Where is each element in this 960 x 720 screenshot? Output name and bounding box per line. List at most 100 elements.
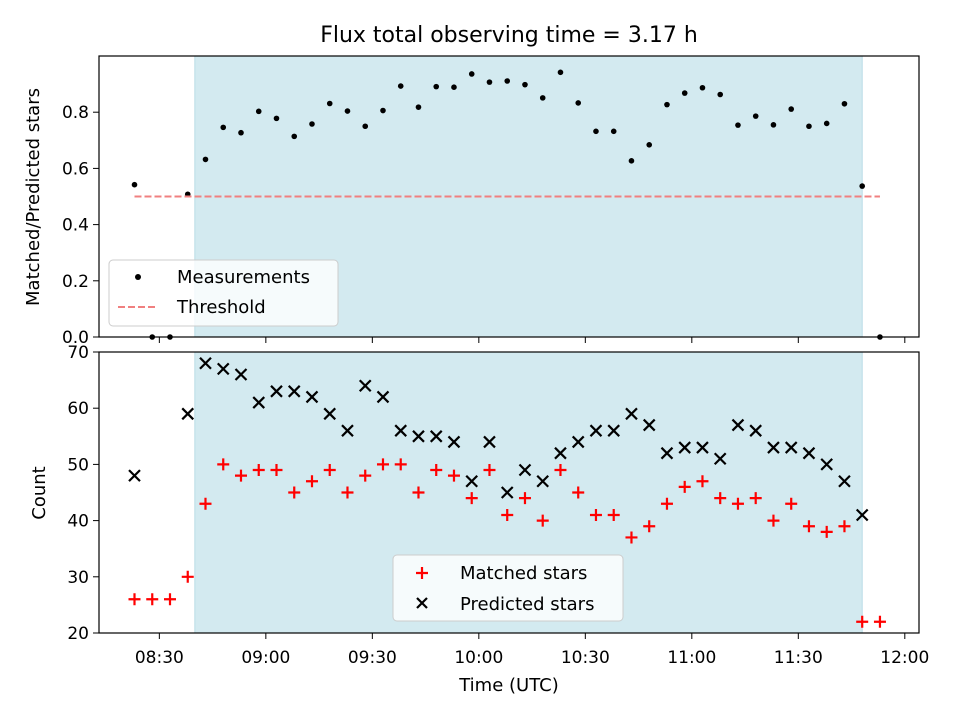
x-tick-label: 08:30 [135,648,184,668]
matched-star-point [873,615,886,628]
predicted-star-point [713,452,727,466]
predicted-star-point [855,508,869,522]
y-tick-label: 0.4 [62,216,89,236]
predicted-star-point [199,356,212,370]
measurement-point [433,83,440,90]
measurement-point [610,128,617,135]
predicted-star-point [802,446,816,460]
predicted-star-point [287,385,301,398]
measurement-point [291,133,298,140]
measurement-point [735,122,741,128]
predicted-star-point [500,486,514,499]
matched-star-point [430,464,443,477]
matched-star-point [483,464,496,477]
measurement-point [664,101,670,108]
measurement-point [504,78,511,84]
matched-star-point [589,508,602,521]
y-tick-label: 50 [67,455,89,475]
predicted-star-point [305,390,319,404]
legend-measurements-label: Measurements [177,267,310,288]
y-tick-label: 30 [67,568,89,588]
predicted-star-point [642,418,656,432]
predicted-star-point [749,424,762,437]
matched-star-point [412,486,425,499]
y-tick-label: 40 [67,512,89,532]
measurement-point [522,81,528,88]
matched-star-point [767,514,780,527]
legend-matched-plus-icon [416,567,428,579]
measurement-point [397,83,404,89]
y-tick-label: 60 [67,399,89,419]
y-tick-label: 0.8 [62,103,89,123]
predicted-star-point [820,458,833,471]
predicted-star-point [767,441,780,454]
measurement-point [326,100,333,107]
matched-star-point [252,464,265,477]
matched-star-point [163,593,176,606]
legend-matched-label: Matched stars [460,563,587,584]
predicted-star-point [412,430,425,443]
predicted-star-point [465,474,479,488]
matched-star-point [181,570,194,583]
matched-star-point [820,525,833,538]
predicted-star-point [838,474,851,488]
predicted-star-point [483,435,496,449]
predicted-star-point [181,407,195,421]
predicted-star-point [216,362,230,376]
bottom-legend: Matched stars Predicted stars [392,554,624,622]
measurement-point [451,84,457,90]
matched-star-point [518,492,531,505]
matched-star-point [643,520,656,533]
matched-star-point [341,486,354,499]
x-axis-label: Time (UTC) [458,675,559,696]
legend-predicted-label: Predicted stars [460,594,594,615]
measurement-point [841,100,848,107]
measurement-point [681,90,688,96]
measurement-point [859,183,866,189]
x-tick-label: 11:00 [667,648,716,668]
predicted-star-point [376,390,390,404]
matched-star-point [323,464,336,477]
predicted-star-point [234,368,248,381]
measurement-point [486,79,493,85]
measurement-point [646,141,653,148]
measurement-point [468,71,475,77]
legend-threshold-label: Threshold [176,297,266,318]
measurement-point [752,113,759,119]
matched-star-point [199,497,212,510]
predicted-star-point [518,463,532,477]
x-tick-label: 12:00 [880,648,929,668]
measurement-point [309,121,315,127]
measurement-point [220,124,227,131]
y-tick-label: 70 [67,343,89,363]
measurement-point [415,104,422,110]
predicted-star-point [571,435,585,449]
matched-star-point [838,520,851,533]
measurement-point [699,84,706,91]
top-legend: Measurements Threshold [108,259,339,327]
measurement-point [362,123,369,130]
matched-star-point [447,469,460,482]
x-tick-label: 10:30 [561,648,610,668]
matched-star-point [572,486,585,499]
predicted-star-point [536,474,550,488]
y-tick-label: 20 [67,624,89,644]
predicted-star-point [270,385,283,398]
y-tick-label: 0.0 [62,328,89,348]
predicted-star-point [554,446,567,460]
predicted-star-point [625,407,638,421]
matched-star-point [501,508,514,521]
x-tick-label: 10:00 [454,648,503,668]
measurement-point [273,115,280,122]
bottom-legend-box [392,554,624,622]
predicted-star-point [784,441,798,454]
predicted-star-point [589,424,603,437]
measurement-point [557,69,564,76]
matched-star-point [305,475,318,488]
measurement-point [202,156,209,163]
matched-star-point [288,486,301,499]
x-tick-label: 11:30 [774,648,823,668]
predicted-star-point [128,469,141,482]
matched-star-point [376,458,389,471]
